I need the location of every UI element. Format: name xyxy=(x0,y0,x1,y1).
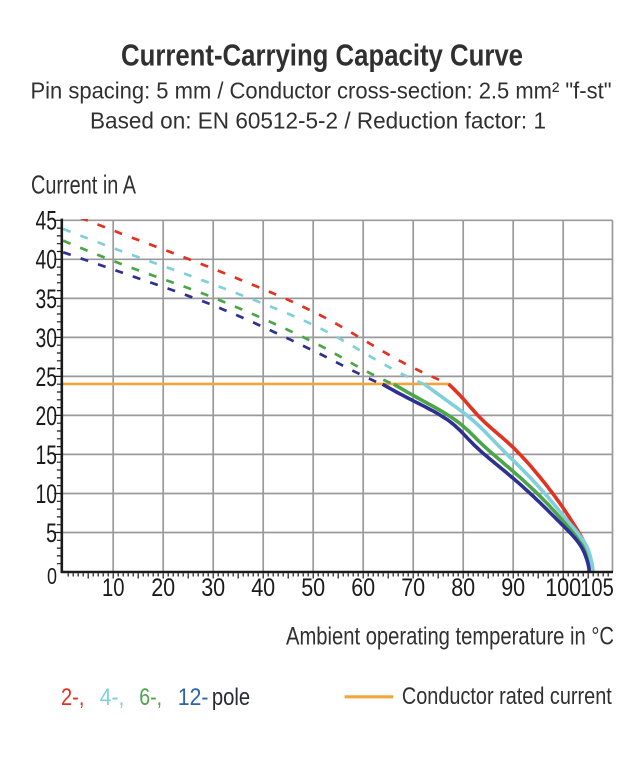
svg-text:10: 10 xyxy=(36,479,58,509)
svg-text:Conductor rated current: Conductor rated current xyxy=(402,683,612,710)
svg-text:40: 40 xyxy=(36,245,58,275)
svg-text:45: 45 xyxy=(36,206,58,236)
svg-text:12-: 12- xyxy=(178,684,209,711)
svg-text:70: 70 xyxy=(401,574,425,602)
svg-text:35: 35 xyxy=(36,284,58,314)
svg-text:10: 10 xyxy=(102,574,125,602)
svg-text:20: 20 xyxy=(36,401,58,431)
svg-text:30: 30 xyxy=(201,574,225,602)
svg-text:25: 25 xyxy=(36,362,58,392)
svg-text:0: 0 xyxy=(47,563,57,589)
svg-text:15: 15 xyxy=(36,440,58,470)
svg-text:50: 50 xyxy=(301,574,325,602)
svg-text:20: 20 xyxy=(151,574,175,602)
svg-text:60: 60 xyxy=(351,574,375,602)
svg-text:105: 105 xyxy=(580,574,614,602)
svg-text:Current in A: Current in A xyxy=(31,170,136,200)
svg-text:Current-Carrying Capacity Curv: Current-Carrying Capacity Curve xyxy=(121,38,523,73)
svg-text:Based on: EN 60512-5-2 / Reduc: Based on: EN 60512-5-2 / Reduction facto… xyxy=(90,108,546,134)
svg-text:4-,: 4-, xyxy=(100,684,125,711)
svg-text:5: 5 xyxy=(46,518,57,548)
svg-text:2-,: 2-, xyxy=(61,684,84,711)
svg-text:pole: pole xyxy=(212,684,250,711)
svg-text:Ambient operating temperature: Ambient operating temperature in °C xyxy=(286,623,614,651)
svg-text:90: 90 xyxy=(501,574,525,602)
svg-text:40: 40 xyxy=(251,574,275,602)
svg-text:Pin spacing: 5 mm / Conductor: Pin spacing: 5 mm / Conductor cross-sect… xyxy=(31,77,612,103)
svg-text:6-,: 6-, xyxy=(139,684,162,711)
svg-text:100: 100 xyxy=(545,574,581,602)
svg-text:80: 80 xyxy=(451,574,475,602)
svg-text:30: 30 xyxy=(36,323,58,353)
